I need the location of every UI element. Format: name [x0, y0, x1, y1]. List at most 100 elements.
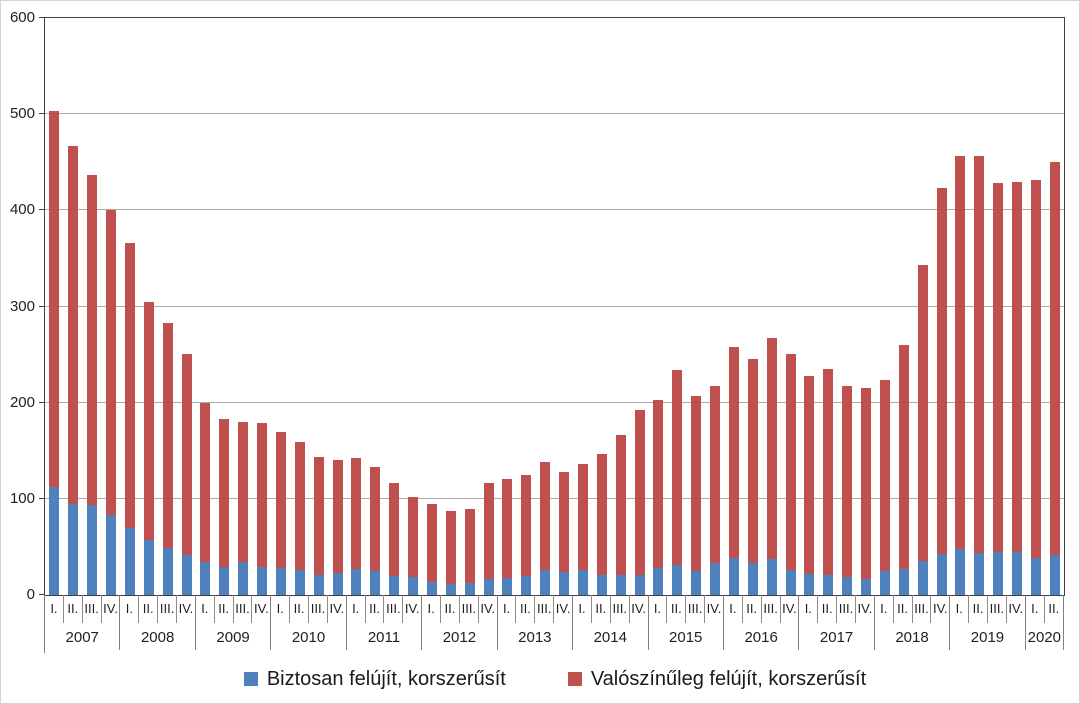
y-axis-label-200: 200 — [9, 393, 35, 411]
bar-slot-2011-I — [347, 18, 366, 595]
bar-slot-2008-I — [121, 18, 140, 595]
gridline-100 — [45, 497, 1064, 499]
bar-slot-2020-II — [1045, 18, 1064, 595]
segment-valoszinuleg — [577, 464, 588, 570]
quarter-label-2009-III: III. — [234, 595, 253, 623]
year-label-2018: 2018 — [895, 629, 929, 646]
stacked-bar-2014-II — [596, 453, 607, 595]
stacked-bar-2018-I — [879, 379, 890, 595]
bar-slot-2016-II — [743, 18, 762, 595]
gridline-400 — [45, 209, 1064, 211]
bar-slot-2017-III — [838, 18, 857, 595]
bar-slot-2012-III — [460, 18, 479, 595]
bar-slot-2010-IV — [328, 18, 347, 595]
bar-slot-2009-I — [196, 18, 215, 595]
bar-slot-2014-III — [611, 18, 630, 595]
stacked-bar-2016-IV — [785, 353, 796, 595]
bar-slot-2008-II — [139, 18, 158, 595]
segment-biztosan — [917, 561, 928, 595]
segment-biztosan — [200, 562, 211, 595]
quarter-label-2018-I: I. — [875, 595, 894, 623]
stacked-bar-2007-IV — [106, 210, 117, 595]
segment-valoszinuleg — [483, 483, 494, 579]
segment-valoszinuleg — [710, 386, 721, 564]
segment-valoszinuleg — [389, 482, 400, 576]
year-label-2016: 2016 — [744, 629, 778, 646]
segment-biztosan — [842, 576, 853, 595]
quarter-label-2010-IV: IV. — [329, 601, 345, 616]
quarter-label-2017-I: I. — [799, 595, 819, 623]
stacked-bar-2014-IV — [634, 410, 645, 595]
segment-biztosan — [68, 503, 79, 595]
segment-valoszinuleg — [313, 456, 324, 575]
stacked-bar-2012-IV — [483, 483, 494, 595]
quarter-label-2016-II: II. — [743, 595, 762, 623]
segment-valoszinuleg — [898, 344, 909, 570]
x-axis-group-2013: I. II. III. IV. 2013 — [498, 595, 574, 650]
segment-biztosan — [1012, 551, 1023, 595]
stacked-bar-2012-II — [445, 511, 456, 595]
legend-item-valoszinuleg: Valószínűleg felújít, korszerűsít — [567, 668, 866, 691]
legend-label-biztosan: Biztosan felújít, korszerűsít — [266, 667, 506, 690]
y-axis-label-100: 100 — [9, 489, 35, 507]
quarter-label-2020-I: I. — [1026, 595, 1045, 623]
stacked-bar-2017-II — [823, 369, 834, 595]
bar-slot-2011-IV — [404, 18, 423, 595]
quarter-label-2017-IV: IV. — [857, 601, 873, 616]
bar-slot-2009-IV — [253, 18, 272, 595]
quarter-label-2012-I: I. — [422, 595, 442, 623]
segment-biztosan — [87, 504, 98, 595]
segment-valoszinuleg — [653, 399, 664, 569]
segment-biztosan — [577, 570, 588, 595]
quarter-row-2017: I. II. III. IV. — [799, 595, 873, 623]
stacked-bar-2007-II — [68, 145, 79, 595]
quarter-label-2014-I: I. — [573, 595, 592, 623]
year-label-2008: 2008 — [140, 629, 175, 646]
bar-slot-2017-IV — [857, 18, 876, 595]
stacked-bar-2018-IV — [936, 188, 947, 595]
segment-valoszinuleg — [785, 353, 796, 570]
bar-slot-2018-I — [876, 18, 895, 595]
segment-valoszinuleg — [124, 243, 135, 528]
quarter-label-2008-IV: IV. — [178, 601, 194, 616]
quarter-label-2019-III: III. — [988, 595, 1007, 623]
quarter-label-2011-I: I. — [347, 595, 366, 623]
segment-biztosan — [483, 578, 494, 595]
quarter-row-2007: I. II. III. IV. — [45, 595, 119, 623]
y-axis-labels: 0 100 200 300 400 500 600 — [1, 10, 37, 603]
segment-valoszinuleg — [294, 442, 305, 570]
quarter-label-2009-II: II. — [215, 595, 234, 623]
quarter-label-2020-II: II. — [1048, 601, 1060, 616]
bar-slot-2014-IV — [630, 18, 649, 595]
y-tick-0 — [39, 594, 45, 595]
segment-valoszinuleg — [464, 509, 475, 583]
stacked-bar-2011-IV — [408, 496, 419, 595]
bar-slot-2020-I — [1027, 18, 1046, 595]
quarter-label-2019-I: I. — [950, 595, 970, 623]
quarter-row-2011: I. II. III. IV. — [347, 595, 421, 623]
segment-valoszinuleg — [1030, 179, 1041, 558]
y-axis-label-600: 600 — [9, 9, 35, 26]
segment-valoszinuleg — [728, 346, 739, 559]
segment-valoszinuleg — [181, 353, 192, 555]
stacked-bar-2019-II — [974, 156, 985, 595]
segment-biztosan — [861, 578, 872, 595]
segment-valoszinuleg — [974, 156, 985, 553]
x-axis: I. II. III. IV. 2007 I. II. III. IV. 2008 I. II. III… — [44, 595, 1064, 653]
bar-slot-2013-III — [536, 18, 555, 595]
quarter-label-2019-IV: IV. — [1008, 601, 1024, 616]
x-axis-group-2012: I. II. III. IV. 2012 — [422, 595, 498, 650]
bar-slot-2011-III — [385, 18, 404, 595]
bar-slot-2019-I — [951, 18, 970, 595]
stacked-bar-2019-IV — [1012, 181, 1023, 595]
quarter-row-2016: I. II. III. IV. — [724, 595, 798, 623]
segment-biztosan — [49, 487, 60, 595]
bar-slot-2012-II — [441, 18, 460, 595]
x-axis-group-2009: I. II. III. IV. 2009 — [196, 595, 272, 650]
segment-valoszinuleg — [332, 460, 343, 573]
stacked-bar-2016-II — [747, 359, 758, 595]
year-label-2009: 2009 — [216, 629, 250, 646]
segment-biztosan — [464, 582, 475, 595]
bar-slot-2019-III — [989, 18, 1008, 595]
year-label-2007: 2007 — [65, 629, 99, 646]
